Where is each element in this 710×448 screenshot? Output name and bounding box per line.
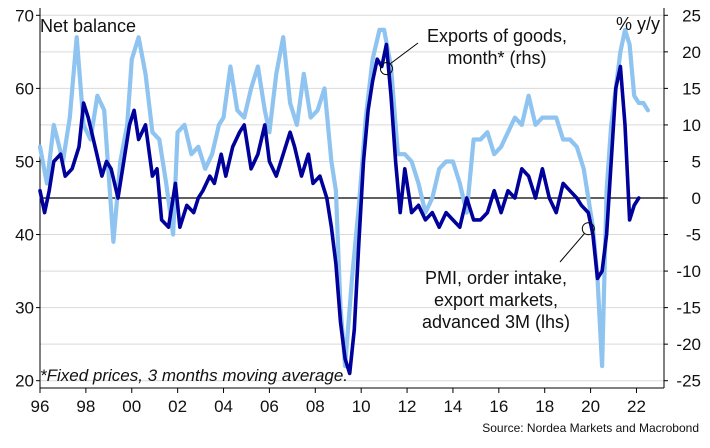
x-tick-label: 16 <box>489 397 508 416</box>
left-tick-label: 50 <box>15 152 34 171</box>
source: Source: Nordea Markets and Macrobond <box>482 421 699 435</box>
pmi-annotation-label: export markets, <box>434 290 558 310</box>
right-tick-label: -20 <box>676 335 701 354</box>
x-tick-label: 10 <box>352 397 371 416</box>
tick-labels: 20 30 40 50 60 70 -25 -20 -15 -10 -5 0 5 10 15 20 25 96 98… <box>15 6 701 416</box>
right-tick-label: 5 <box>692 152 701 171</box>
x-tick-label: 04 <box>214 397 233 416</box>
exports-annotation-leader <box>390 42 419 65</box>
right-tick-label: 0 <box>692 189 701 208</box>
x-tick-label: 06 <box>260 397 279 416</box>
pmi-annotation-leader <box>559 233 585 263</box>
x-tick-label: 14 <box>443 397 462 416</box>
series-line-0 <box>37 27 651 369</box>
x-tick-label: 00 <box>122 397 141 416</box>
x-tick-label: 18 <box>535 397 554 416</box>
right-tick-label: -10 <box>676 262 701 281</box>
left-tick-label: 40 <box>15 226 34 245</box>
pmi-annotation-label: advanced 3M (lhs) <box>422 312 570 332</box>
x-tick-label: 98 <box>76 397 95 416</box>
exports-annotation-label: month* (rhs) <box>447 48 546 68</box>
right-tick-label: -25 <box>676 372 701 391</box>
pmi-annotation-marker <box>581 222 595 236</box>
left-tick-label: 30 <box>15 299 34 318</box>
left-tick-label: 70 <box>15 6 34 25</box>
exports-annotation-label: Exports of goods, <box>427 26 567 46</box>
exports-annotation-marker <box>379 62 393 76</box>
left-tick-label: 60 <box>15 79 34 98</box>
x-tick-label: 08 <box>306 397 325 416</box>
left-axis-title: Net balance <box>40 16 136 36</box>
x-tick-label: 02 <box>168 397 187 416</box>
pmi-annotation-label: PMI, order intake, <box>425 268 567 288</box>
right-tick-label: 25 <box>682 6 701 25</box>
series-line-1 <box>38 42 641 376</box>
left-tick-label: 20 <box>15 372 34 391</box>
annotations: Exports of goods,month* (rhs) PMI, order … <box>379 26 595 332</box>
right-tick-label: 20 <box>682 43 701 62</box>
right-tick-label: 15 <box>682 79 701 98</box>
x-tick-label: 12 <box>398 397 417 416</box>
series-lines <box>37 27 651 376</box>
right-tick-label: -5 <box>686 226 701 245</box>
right-tick-label: 10 <box>682 116 701 135</box>
right-axis-title: % y/y <box>616 14 660 34</box>
right-tick-label: -15 <box>676 299 701 318</box>
x-tick-label: 20 <box>581 397 600 416</box>
x-tick-label: 22 <box>627 397 646 416</box>
x-tick-label: 96 <box>31 397 50 416</box>
footnote: *Fixed prices, 3 months moving average. <box>40 366 348 385</box>
